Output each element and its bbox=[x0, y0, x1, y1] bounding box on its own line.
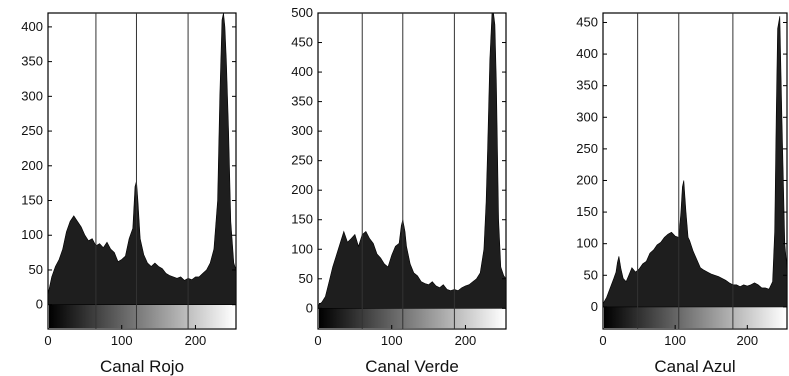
x-tick-label: 200 bbox=[455, 333, 477, 348]
x-tick-label: 200 bbox=[736, 333, 758, 348]
histogram-area bbox=[317, 12, 507, 309]
x-tick-label: 100 bbox=[381, 333, 403, 348]
y-tick-label: 300 bbox=[21, 88, 43, 103]
x-tick-label: 200 bbox=[185, 333, 207, 348]
x-axis-label: Canal Azul bbox=[654, 357, 735, 376]
x-tick-label: 0 bbox=[44, 333, 51, 348]
y-tick-label: 50 bbox=[584, 267, 598, 282]
y-tick-label: 450 bbox=[576, 14, 598, 29]
y-tick-label: 400 bbox=[576, 46, 598, 61]
y-tick-label: 250 bbox=[576, 141, 598, 156]
y-tick-label: 0 bbox=[591, 299, 598, 314]
histogram-area bbox=[47, 12, 237, 305]
y-tick-label: 350 bbox=[21, 54, 43, 69]
histogram-panel-verde: 0 50 100 150 200 250 300 350 400 450 500 0 100 200 Can… bbox=[291, 5, 507, 376]
y-tick-label: 100 bbox=[576, 236, 598, 251]
y-tick-label: 0 bbox=[36, 297, 43, 312]
x-tick-label: 0 bbox=[314, 333, 321, 348]
y-tick-label: 250 bbox=[21, 123, 43, 138]
y-tick-label: 350 bbox=[291, 94, 313, 109]
y-tick-label: 0 bbox=[306, 300, 313, 315]
x-tick-label: 100 bbox=[664, 333, 686, 348]
y-tick-label: 450 bbox=[291, 35, 313, 50]
y-tick-label: 50 bbox=[29, 262, 43, 277]
y-tick-label: 500 bbox=[291, 5, 313, 20]
y-tick-label: 200 bbox=[576, 172, 598, 187]
histogram-area bbox=[602, 16, 788, 308]
y-tick-label: 350 bbox=[576, 78, 598, 93]
y-tick-label: 200 bbox=[21, 158, 43, 173]
x-axis-label: Canal Verde bbox=[365, 357, 459, 376]
y-tick-label: 300 bbox=[576, 109, 598, 124]
y-tick-label: 150 bbox=[576, 204, 598, 219]
x-tick-label: 0 bbox=[599, 333, 606, 348]
y-tick-label: 150 bbox=[291, 212, 313, 227]
x-tick-label: 100 bbox=[111, 333, 133, 348]
y-tick-label: 50 bbox=[299, 271, 313, 286]
y-tick-label: 100 bbox=[291, 241, 313, 256]
y-tick-label: 400 bbox=[291, 64, 313, 79]
grayscale-colorbar bbox=[49, 303, 235, 328]
y-tick-label: 400 bbox=[21, 19, 43, 34]
x-axis-label: Canal Rojo bbox=[100, 357, 184, 376]
y-tick-label: 100 bbox=[21, 227, 43, 242]
y-tick-label: 200 bbox=[291, 182, 313, 197]
y-tick-label: 150 bbox=[21, 193, 43, 208]
y-tick-label: 250 bbox=[291, 153, 313, 168]
y-tick-label: 300 bbox=[291, 123, 313, 138]
